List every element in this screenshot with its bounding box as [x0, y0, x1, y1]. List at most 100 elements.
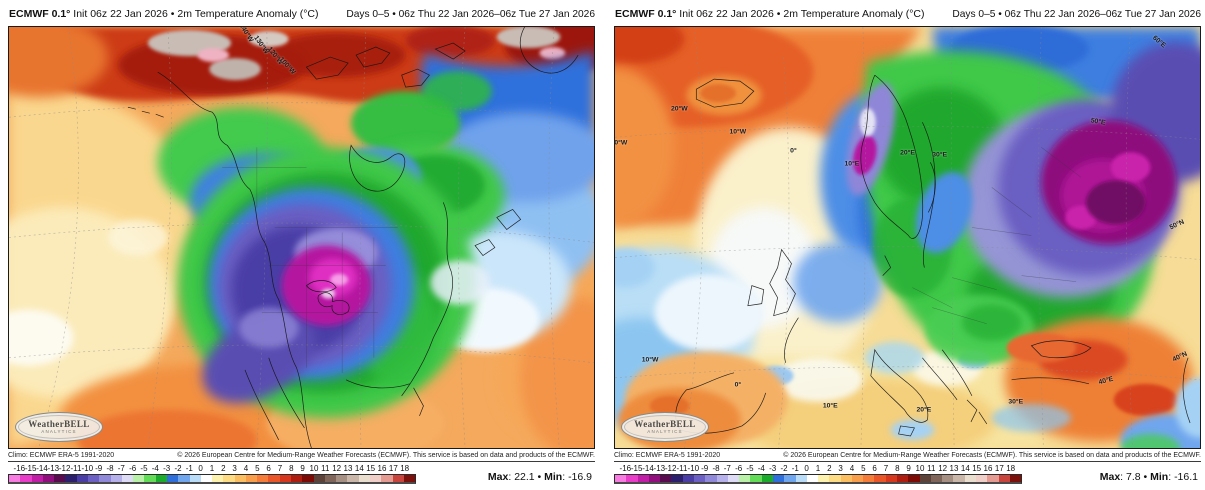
colorbar-cell: [716, 475, 728, 482]
colorbar-tick-label: 12: [938, 464, 948, 473]
colorbar-cell: [144, 475, 156, 482]
colorbar-cell: [381, 475, 393, 482]
colorbar-tick-label: 16: [983, 464, 993, 473]
valid-time-range: Days 0–5 • 06z Thu 22 Jan 2026–06z Tue 2…: [952, 8, 1201, 20]
logo-name: WeatherBELL: [634, 418, 696, 429]
colorbar-cell: [358, 475, 370, 482]
colorbar-tick-label: 3: [232, 464, 237, 473]
colorbar-tick-label: 14: [960, 464, 970, 473]
graticule-label: 10°W: [641, 356, 659, 364]
colorbar-cell: [65, 475, 77, 482]
colorbar-tick-label: -14: [642, 464, 654, 473]
colorbar-tick-label: -6: [129, 464, 137, 473]
logo-sub: ANALYTICS: [647, 428, 683, 434]
graticule-label: 10°W: [729, 128, 747, 136]
colorbar-cell: [336, 475, 348, 482]
min-label: Min: [544, 471, 563, 483]
colorbar-tick-label: -16: [13, 464, 26, 473]
colorbar-cell: [121, 475, 134, 482]
model-name: ECMWF 0.1°: [9, 8, 71, 20]
colorbar-cell: [998, 475, 1010, 482]
colorbar-tick-label: 5: [861, 464, 866, 473]
colorbar-tick-label: -11: [70, 464, 82, 473]
map-image-north-america[interactable]: 140°W 130°W 120°W 100°W WeatherBELL ANALYTI…: [8, 26, 595, 449]
colorbar-cell: [693, 475, 706, 482]
colorbar-cell: [178, 475, 190, 482]
attribution-bar: Climo: ECMWF ERA-5 1991-2020 © 2026 Euro…: [8, 449, 595, 462]
colorbar-cell: [87, 475, 100, 482]
colorbar-cell: [234, 475, 246, 482]
map-title: ECMWF 0.1° Init 06z 22 Jan 2026 • 2m Tem…: [9, 8, 319, 20]
colorbar-tick-label: -10: [81, 464, 94, 473]
colorbar-tick-label: 18: [1006, 464, 1016, 473]
colorbar-zone: -16 -15 -14 -13 -12 -11 -10 -9 -8 -7 -6 -5 -4 -3 -2 -1 0…: [8, 463, 416, 490]
colorbar-tick-label: 2: [827, 464, 832, 473]
colorbar-cell: [313, 475, 325, 482]
colorbar-tick-label: -3: [163, 464, 171, 473]
colorbar-tick-label: -5: [746, 464, 754, 473]
colorbar-cell: [403, 475, 416, 482]
colorbar-tick-label: 4: [243, 464, 249, 473]
panel-north-america: ECMWF 0.1° Init 06z 22 Jan 2026 • 2m Tem…: [0, 0, 598, 490]
graticule-label: 20°E: [916, 406, 932, 414]
colorbar-tick-label: -7: [117, 464, 125, 473]
map-title: ECMWF 0.1° Init 06z 22 Jan 2026 • 2m Tem…: [615, 8, 925, 20]
attribution-bar: Climo: ECMWF ERA-5 1991-2020 © 2026 Euro…: [614, 449, 1201, 462]
map-header: ECMWF 0.1° Init 06z 22 Jan 2026 • 2m Tem…: [615, 4, 1201, 24]
colorbar-cell: [648, 475, 661, 482]
colorbar-cell: [908, 475, 920, 482]
colorbar-tick-label: -13: [653, 464, 666, 473]
colorbar-cell: [987, 475, 999, 482]
colorbar-tick-label: 13: [343, 464, 353, 473]
colorbar-tick-label: -5: [140, 464, 148, 473]
colorbar-cell: [761, 475, 773, 482]
min-label: Min: [1150, 471, 1169, 483]
colorbar-cell: [976, 475, 988, 482]
graticule-label: 20°W: [670, 105, 688, 113]
colorbar: [614, 474, 1022, 484]
graticule-label: 20°E: [900, 149, 915, 157]
colorbar-tick-label: 17: [388, 464, 398, 473]
copyright-text: © 2026 European Centre for Medium-Range …: [783, 451, 1201, 459]
colorbar-tick-label: 9: [300, 464, 305, 473]
colorbar-cell: [245, 475, 258, 482]
colorbar-cell: [54, 475, 66, 482]
colorbar-tick-label: 3: [838, 464, 843, 473]
colorbar-tick-label: -13: [47, 464, 60, 473]
colorbar-cell: [784, 475, 796, 482]
colorbar-tick-label: -10: [687, 464, 700, 473]
map-title-text: Init 06z 22 Jan 2026 • 2m Temperature An…: [70, 8, 319, 20]
graticule-label: 30°E: [932, 151, 948, 159]
colorbar-cell: [110, 475, 122, 482]
colorbar-cell: [637, 475, 649, 482]
colorbar-cell: [705, 475, 717, 482]
colorbar-cell: [919, 475, 931, 482]
map-image-europe[interactable]: 0°W 20°W 10°W 0° 10°E 20°E 30°E 50°E 60°E 50°N 40°…: [614, 26, 1201, 449]
colorbar-cell: [818, 475, 830, 482]
colorbar-tick-label: -15: [24, 464, 37, 473]
colorbar-tick-label: 1: [209, 464, 215, 473]
colorbar-tick-label: -4: [151, 464, 159, 473]
colorbar-tick-label: 18: [400, 464, 410, 473]
colorbar-cell: [279, 475, 292, 482]
colorbar-tick-label: 1: [815, 464, 821, 473]
weatherbell-logo: WeatherBELL ANALYTICS: [621, 412, 709, 442]
colorbar-cell: [268, 475, 280, 482]
colorbar-cell: [727, 475, 740, 482]
graticule-label: 0°: [734, 381, 742, 389]
colorbar-cell: [840, 475, 852, 482]
colorbar-cell: [200, 475, 213, 482]
logo-sub: ANALYTICS: [41, 428, 77, 434]
colorbar-tick-label: 6: [872, 464, 877, 473]
colorbar-tick-label: -2: [174, 464, 182, 473]
colorbar-cell: [302, 475, 314, 482]
climo-text: Climo: ECMWF ERA-5 1991-2020: [614, 451, 721, 459]
colorbar-cell: [133, 475, 145, 482]
colorbar-tick-label: 15: [972, 464, 982, 473]
max-value: 22.1: [514, 471, 535, 483]
colorbar-cell: [20, 475, 32, 482]
colorbar-tick-label: 11: [927, 464, 936, 473]
colorbar-cell: [347, 475, 359, 482]
colorbar-tick-label: -12: [664, 464, 677, 473]
max-min-readout: Max: 22.1 • Min: -16.9: [487, 471, 592, 483]
